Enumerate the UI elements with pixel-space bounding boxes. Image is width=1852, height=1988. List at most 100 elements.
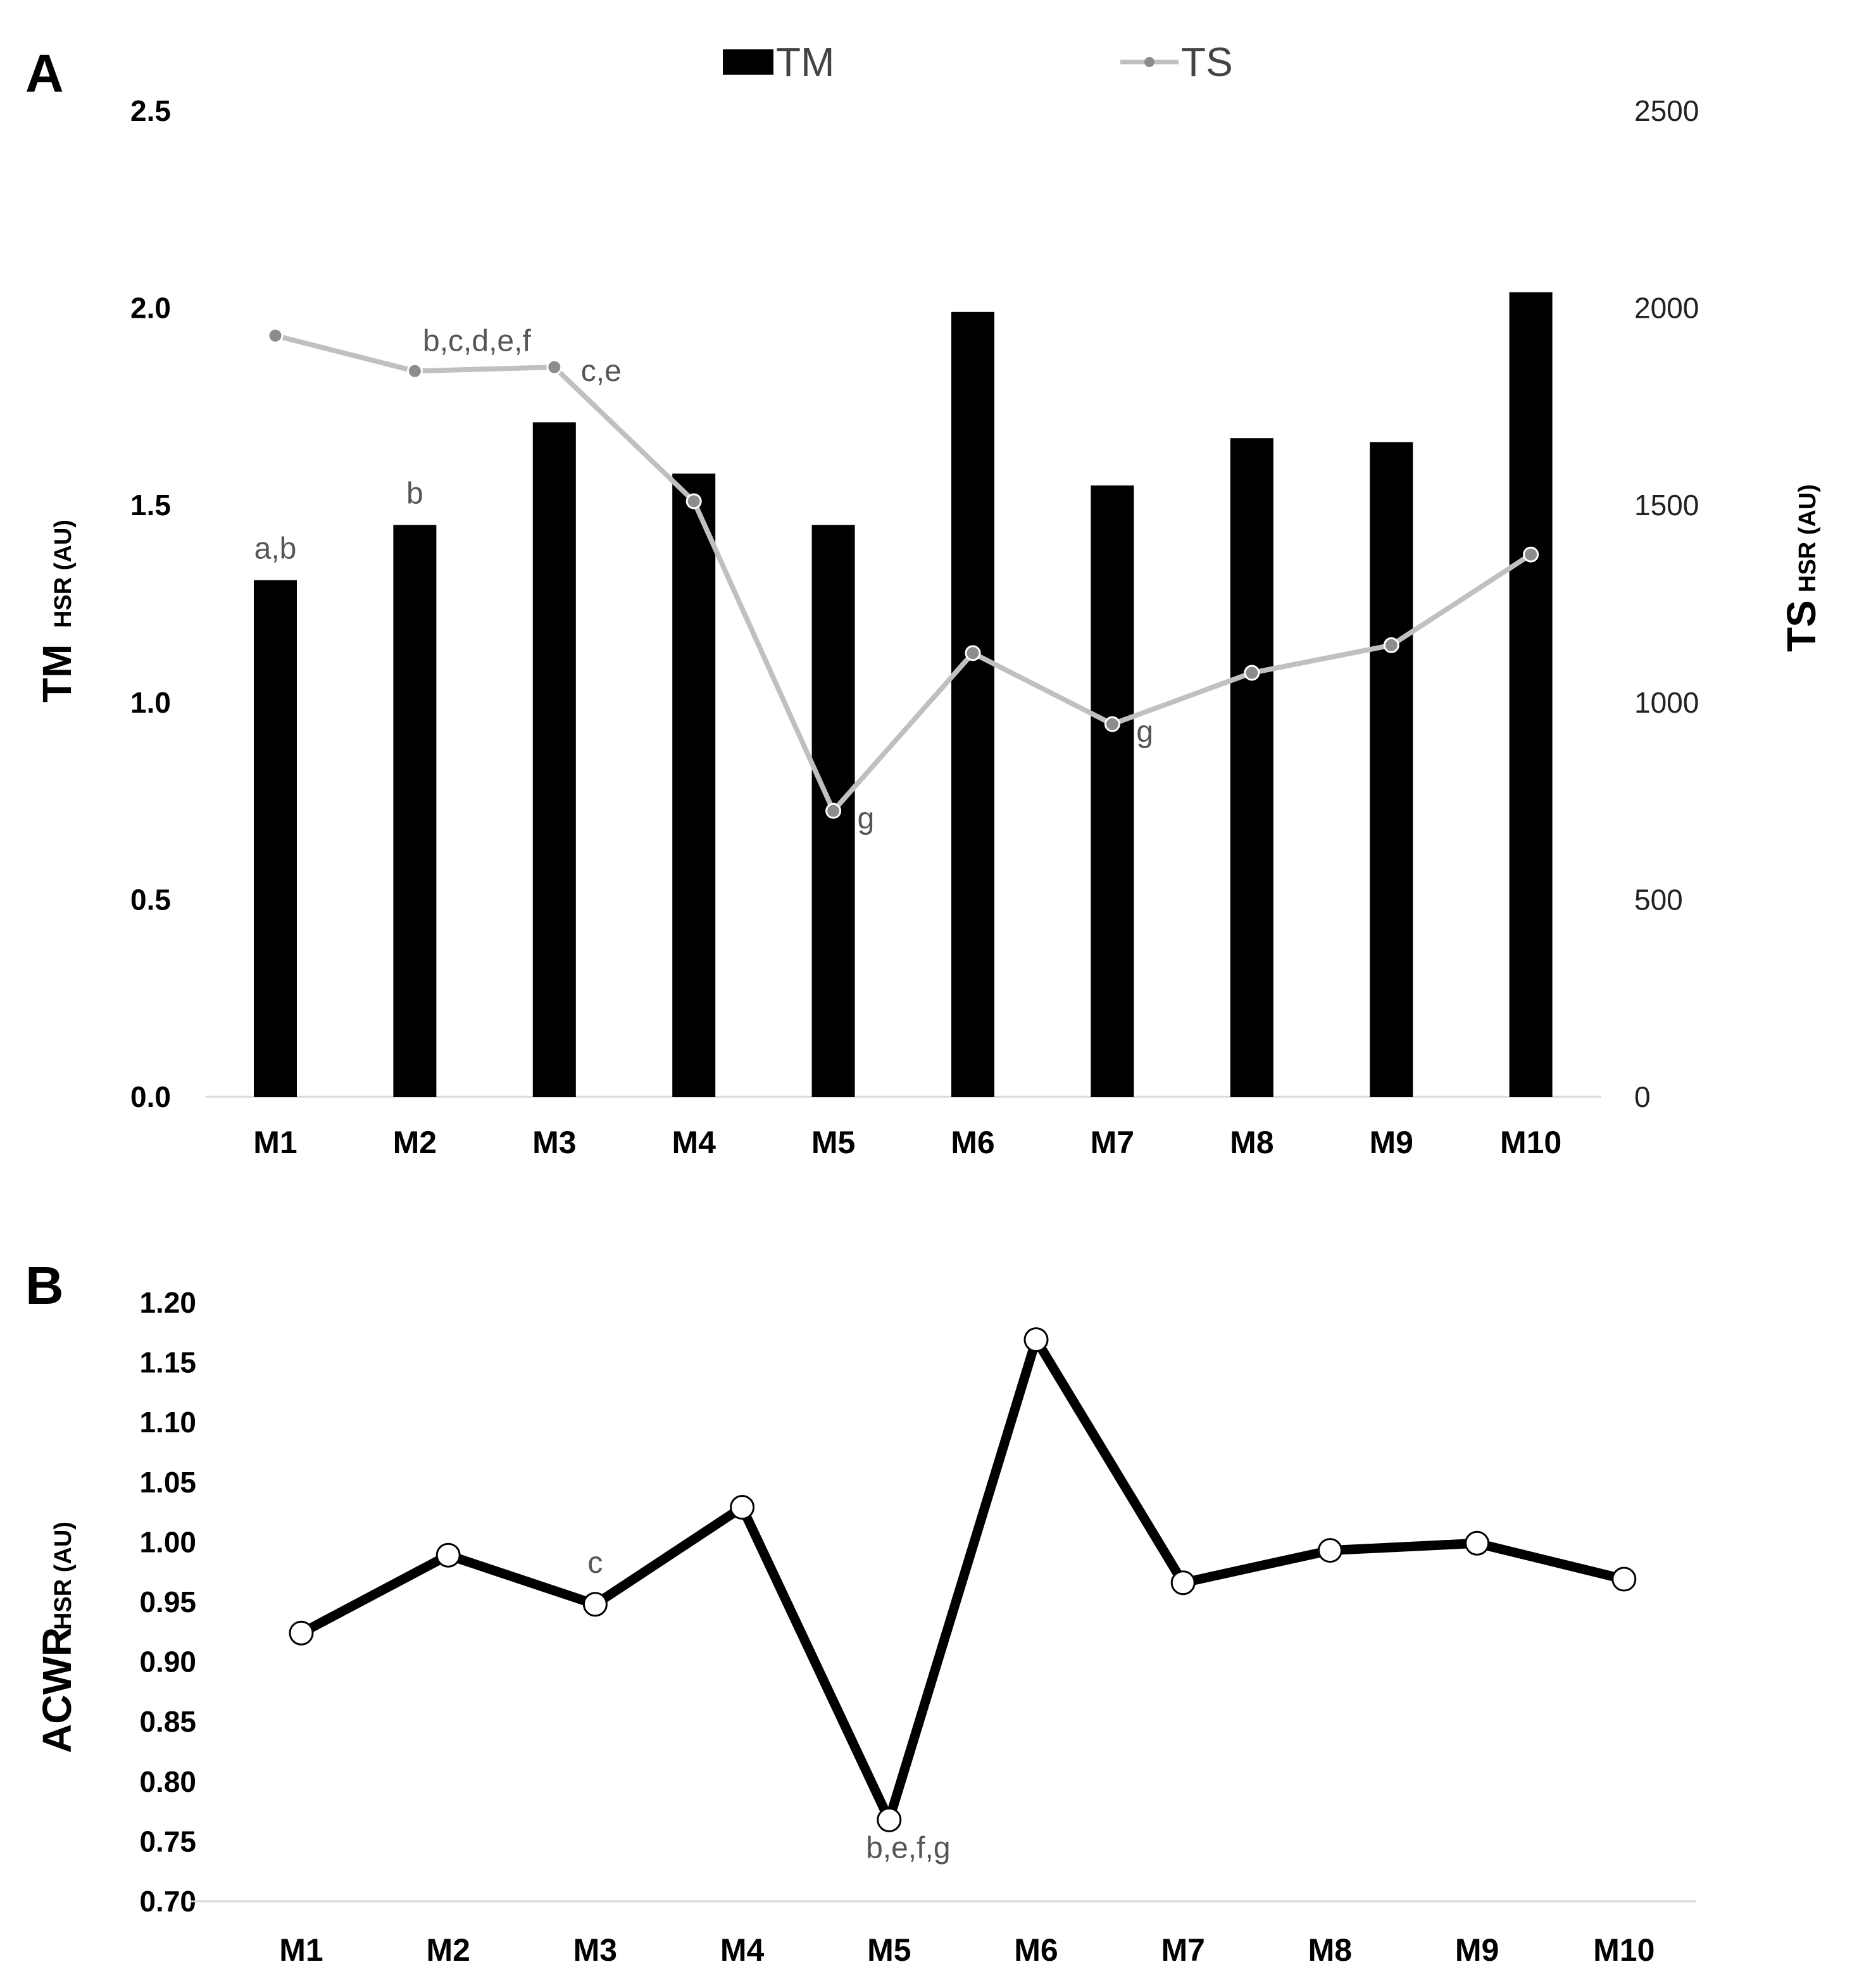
ts-point-m3 <box>546 359 563 375</box>
panel-a-left-tick-label: 0.5 <box>130 883 171 916</box>
legend-ts-label: TS <box>1181 39 1233 85</box>
acwr-point-m4 <box>730 1495 755 1520</box>
panel-b-tick-label: 0.80 <box>139 1765 196 1798</box>
tm-bar-m6 <box>951 311 994 1097</box>
panel-a-category-label: M2 <box>393 1125 437 1160</box>
panel-b-category-label: M6 <box>1014 1932 1058 1968</box>
panel-b-category-label: M9 <box>1455 1932 1499 1968</box>
ts-point-m7 <box>1104 716 1120 732</box>
ts-point-m8 <box>1244 665 1260 681</box>
ts-point-m10 <box>1523 546 1539 563</box>
panel-a-right-tick-label: 1500 <box>1634 489 1699 522</box>
panel-a-category-label: M6 <box>951 1125 994 1160</box>
tm-bar-m8 <box>1230 438 1273 1097</box>
panel-a-y2-title-main: TS <box>1779 600 1824 652</box>
annotation-m5: b,e,f,g <box>866 1831 950 1865</box>
panel-a-left-axis-ticks: 0.0 0.5 1.0 1.5 2.0 2.5 <box>130 94 171 1113</box>
tm-bar-m9 <box>1370 442 1413 1097</box>
panel-a-right-tick-label: 500 <box>1634 883 1683 916</box>
acwr-point-m6 <box>1023 1327 1049 1353</box>
annotation-m3: c,e <box>581 354 622 388</box>
acwr-point-m8 <box>1317 1538 1342 1563</box>
panel-a-y2-axis-title: TS HSR (AU) <box>1779 484 1824 652</box>
acwr-point-m5 <box>877 1807 902 1832</box>
panel-b-tick-label: 1.00 <box>139 1525 196 1558</box>
panel-b-annotations: c b,e,f,g <box>587 1546 950 1865</box>
panel-a-left-tick-label: 2.5 <box>130 94 171 127</box>
panel-a-legend: TM TS <box>723 39 1233 85</box>
ts-line-path <box>275 333 1532 814</box>
panel-a-y-title-sub: HSR (AU) <box>50 520 77 628</box>
panel-b-tick-label: 0.70 <box>139 1885 196 1918</box>
ts-point-m1 <box>267 327 284 344</box>
panel-a-right-axis-ticks: 0 500 1000 1500 2000 2500 <box>1634 94 1699 1113</box>
panel-a-annotations: a,b b b,c,d,e,f c,e g g <box>254 324 1153 835</box>
panel-b-y-title-main: ACWR <box>34 1627 80 1753</box>
ts-point-m6 <box>965 645 981 661</box>
annotation-m7: g <box>1136 715 1153 749</box>
panel-b-category-label: M5 <box>867 1932 911 1968</box>
panel-a-y2-title-sub: HSR (AU) <box>1794 484 1821 592</box>
panel-b-category-label: M1 <box>279 1932 323 1968</box>
panel-a-category-labels: M1 M2 M3 M4 M5 M6 M7 M8 M9 M10 <box>253 1125 1561 1160</box>
panel-b-tick-label: 0.90 <box>139 1646 196 1679</box>
tm-bar-m4 <box>672 473 716 1097</box>
panel-a-left-tick-label: 2.0 <box>130 292 171 325</box>
panel-b-acwr-line <box>289 1327 1637 1832</box>
panel-a-ts-line <box>267 327 1539 819</box>
panel-b-category-label: M10 <box>1593 1932 1655 1968</box>
panel-b-tick-label: 0.85 <box>139 1705 196 1738</box>
panel-b-tick-label: 1.15 <box>139 1346 196 1379</box>
annotation-m2: b,c,d,e,f <box>423 324 531 358</box>
panel-a-category-label: M9 <box>1369 1125 1413 1160</box>
panel-b-category-label: M3 <box>573 1932 617 1968</box>
tm-bar-m1 <box>254 580 297 1097</box>
panel-b-category-label: M7 <box>1161 1932 1204 1968</box>
panel-a-chart: A TM TS 0.0 0.5 1.0 1.5 2.0 2.5 0 500 1000 1500 2… <box>25 39 1824 1160</box>
panel-a-y-axis-title: TM HSR (AU) <box>34 520 80 703</box>
annotation-m5: g <box>858 802 875 835</box>
panel-b-category-label: M4 <box>720 1932 765 1968</box>
panel-b-letter: B <box>25 1256 64 1315</box>
panel-a-left-tick-label: 0.0 <box>130 1080 171 1113</box>
acwr-point-m1 <box>289 1620 314 1646</box>
panel-a-right-tick-label: 2500 <box>1634 94 1699 127</box>
panel-b-tick-label: 1.20 <box>139 1286 196 1319</box>
legend-tm-swatch <box>723 49 773 75</box>
acwr-point-m2 <box>435 1542 461 1568</box>
panel-a-right-tick-label: 1000 <box>1634 686 1699 719</box>
panel-a-category-label: M7 <box>1091 1125 1134 1160</box>
legend-ts-marker <box>1144 57 1154 67</box>
panel-b-tick-label: 1.05 <box>139 1466 196 1499</box>
panel-b-tick-label: 0.95 <box>139 1585 196 1618</box>
panel-a-category-label: M5 <box>811 1125 855 1160</box>
panel-b-category-labels: M1 M2 M3 M4 M5 M6 M7 M8 M9 M10 <box>279 1932 1655 1968</box>
panel-b-category-label: M2 <box>426 1932 470 1968</box>
panel-a-right-tick-label: 2000 <box>1634 292 1699 325</box>
panel-a-bars <box>254 292 1553 1097</box>
panel-b-category-label: M8 <box>1308 1932 1352 1968</box>
panel-b-tick-label: 0.75 <box>139 1825 196 1858</box>
ts-point-m9 <box>1383 637 1399 653</box>
acwr-point-m10 <box>1611 1566 1637 1592</box>
panel-a-right-tick-label: 0 <box>1634 1080 1651 1113</box>
panel-a-category-label: M8 <box>1230 1125 1273 1160</box>
acwr-point-m9 <box>1465 1530 1490 1556</box>
acwr-point-m3 <box>582 1592 608 1617</box>
acwr-point-m7 <box>1170 1570 1196 1596</box>
tm-bar-m10 <box>1509 292 1553 1097</box>
panel-a-letter: A <box>25 44 64 103</box>
panel-a-y-title-main: TM <box>34 644 80 703</box>
legend-tm-label: TM <box>776 39 834 85</box>
panel-b-y-title-sub: HSR (AU) <box>50 1522 77 1630</box>
panel-a-category-label: M1 <box>253 1125 297 1160</box>
acwr-line-path <box>299 1335 1625 1825</box>
tm-bar-m3 <box>532 422 576 1097</box>
tm-bar-m7 <box>1091 485 1134 1097</box>
panel-b-y-axis-title: ACWR HSR (AU) <box>34 1522 80 1753</box>
annotation-m1: a,b <box>254 532 297 566</box>
panel-a-left-tick-label: 1.0 <box>130 686 171 719</box>
annotation-m3: c <box>587 1546 603 1580</box>
ts-point-m4 <box>685 493 702 510</box>
ts-point-m2 <box>406 363 423 379</box>
